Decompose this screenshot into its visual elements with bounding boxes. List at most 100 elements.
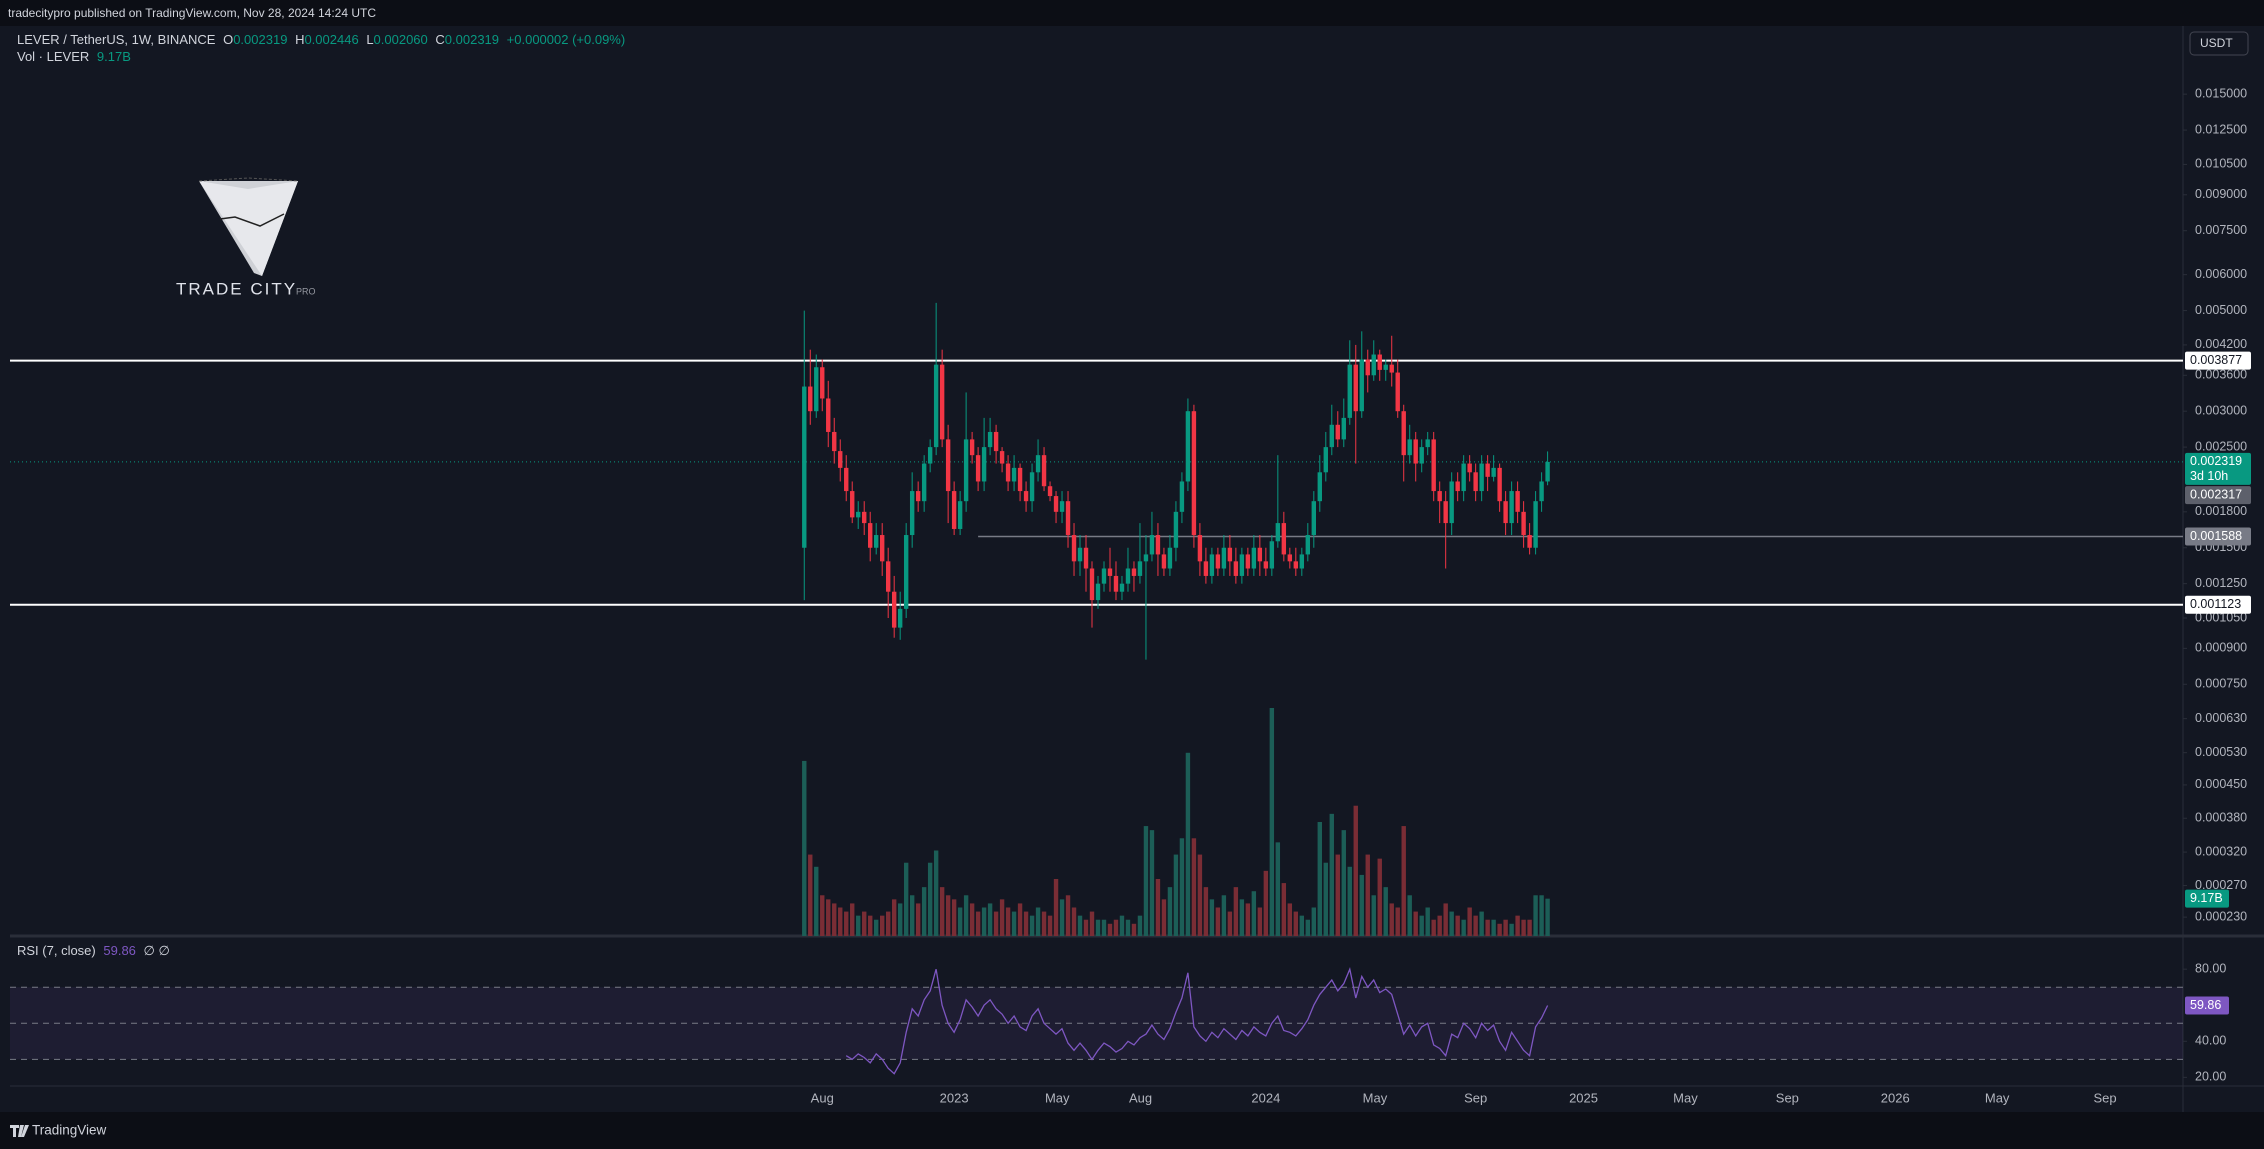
volume-bar <box>1173 854 1179 936</box>
currency-button[interactable] <box>2189 31 2249 56</box>
volume-bar <box>945 895 951 936</box>
candle-body <box>832 431 837 452</box>
x-tick-label: 2025 <box>1569 1090 1598 1105</box>
volume-bar <box>1215 907 1221 936</box>
volume-bar <box>868 915 873 936</box>
rsi-value-box <box>2185 996 2229 1015</box>
candle-body <box>1305 535 1311 555</box>
volume-bar <box>1497 923 1502 936</box>
volume-bar <box>844 911 849 936</box>
volume-bar <box>1239 899 1245 936</box>
volume-bar <box>909 895 915 936</box>
candle-body <box>1053 496 1059 512</box>
volume-bar <box>1089 911 1095 936</box>
volume-bar <box>1365 854 1370 936</box>
volume-bar <box>1263 870 1269 936</box>
x-tick-label: 2026 <box>1881 1090 1910 1105</box>
volume-bar <box>1155 879 1161 936</box>
volume-bar <box>1125 919 1131 936</box>
candle-body <box>1425 439 1430 448</box>
candle-body <box>1209 554 1215 576</box>
candle-body <box>1455 481 1460 492</box>
rsi-y-tick-label: 20.00 <box>2195 1070 2226 1084</box>
volume-bar <box>1455 915 1460 936</box>
watermark-rim <box>198 177 299 182</box>
volume-bar <box>981 907 987 936</box>
candle-body <box>1347 364 1352 418</box>
candle-body <box>1413 439 1418 464</box>
volume-bar <box>1533 895 1538 936</box>
level-label-box <box>2185 351 2251 370</box>
volume-bar <box>1137 915 1143 936</box>
y-tick-label: 0.006000 <box>2195 267 2247 281</box>
volume-bar <box>1461 919 1466 936</box>
candle-body <box>927 447 933 464</box>
candle-body <box>1083 547 1089 569</box>
candle-body <box>1077 547 1083 562</box>
volume-bar <box>963 895 969 936</box>
volume-bar <box>915 903 921 936</box>
candle-body <box>820 367 825 399</box>
candle-body <box>885 561 891 592</box>
rsi-extra: ∅ ∅ <box>144 943 170 958</box>
currency-label[interactable]: USDT <box>2200 36 2233 50</box>
volume-bar <box>1353 805 1358 936</box>
volume-bar <box>1005 907 1011 936</box>
volume-bar <box>1371 895 1376 936</box>
candle-body <box>1323 447 1328 473</box>
candle-body <box>1287 554 1293 562</box>
volume-bar <box>1299 915 1305 936</box>
volume-bar <box>1059 899 1065 936</box>
volume-bar <box>1293 911 1299 936</box>
y-tick-label: 0.001050 <box>2195 610 2247 624</box>
volume-bar <box>1131 923 1137 936</box>
volume-bar <box>1011 911 1017 936</box>
volume-bar <box>826 899 831 936</box>
volume-bar <box>1437 915 1442 936</box>
volume-bar <box>1017 903 1023 936</box>
volume-bar <box>1143 826 1149 936</box>
candle-body <box>1437 491 1442 502</box>
candle-body <box>987 431 993 448</box>
watermark: TRADE CITY PRO <box>176 177 316 298</box>
candle-body <box>1419 447 1424 464</box>
x-tick-label: Sep <box>2094 1090 2117 1105</box>
candle-body <box>1545 461 1550 482</box>
candle-body <box>921 463 927 502</box>
volume-bar <box>1311 907 1316 936</box>
legend-key: O <box>223 32 233 47</box>
candle-body <box>844 467 849 492</box>
candle-body <box>838 451 843 468</box>
volume-legend: Vol · LEVER 9.17B <box>17 49 131 64</box>
candle-body <box>1041 455 1047 487</box>
y-tick-label: 0.000320 <box>2195 844 2247 858</box>
level-label-box <box>2185 527 2251 546</box>
candle-body <box>1149 535 1155 555</box>
candle-body <box>1443 501 1448 524</box>
footer-brand[interactable]: TradingView <box>32 1123 107 1138</box>
legend-key: L <box>366 32 373 47</box>
volume-bar <box>1335 854 1340 936</box>
candle-body <box>1521 511 1526 536</box>
volume-bar <box>987 903 993 936</box>
candle-body <box>1263 561 1269 569</box>
candle-body <box>1329 424 1334 448</box>
volume-bar <box>1449 911 1454 936</box>
volume-bar <box>903 862 909 936</box>
volume-bar <box>1029 915 1035 936</box>
y-tick-label: 0.009000 <box>2195 187 2247 201</box>
candle-body <box>808 386 813 412</box>
volume-bar <box>1419 915 1424 936</box>
watermark-cone-face <box>199 181 298 276</box>
candle-body <box>1035 455 1041 473</box>
rsi-line <box>845 967 1549 1075</box>
volume-axis-label: 9.17B <box>2190 891 2223 905</box>
legend-value: 0.002319 <box>233 32 287 47</box>
volume-bar <box>862 911 867 936</box>
candle-body <box>1401 411 1406 456</box>
volume-bar <box>1407 895 1412 936</box>
volume-bar <box>1545 898 1550 936</box>
plot-main <box>10 302 2183 936</box>
legend-change: +0.000002 (+0.09%) <box>507 32 626 47</box>
candle-body <box>945 439 951 492</box>
